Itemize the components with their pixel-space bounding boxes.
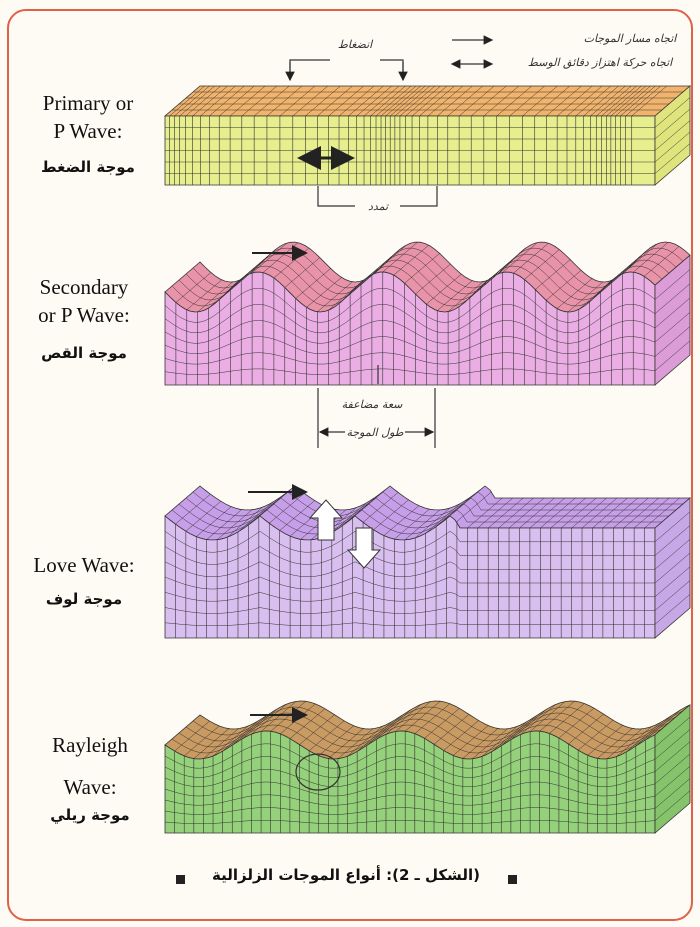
wave-name-ar: موجة الضغط <box>41 158 135 176</box>
annotation: سعة مضاعفة <box>342 398 404 411</box>
caption-mark <box>176 875 185 884</box>
wave-name-ar: موجة لوف <box>46 590 122 608</box>
wave-name-ar: موجة القص <box>41 344 127 362</box>
annotation: طول الموجة <box>346 426 403 439</box>
wave-name: Secondary <box>40 275 129 299</box>
caption-mark <box>508 875 517 884</box>
wave-name: Love Wave: <box>33 553 134 577</box>
annotation: انضغاط <box>338 38 374 51</box>
wave-name: Primary or <box>43 91 133 115</box>
wave-name-ar: موجة ريلي <box>50 806 129 824</box>
wave-name: P Wave: <box>54 119 123 143</box>
legend-text: اتجاه حركة اهتزاز دقائق الوسط <box>528 56 674 69</box>
wave-name: Wave: <box>63 775 116 799</box>
caption: (الشكل ـ 2): أنواع الموجات الزلزالية <box>212 865 480 884</box>
wave-name: or P Wave: <box>38 303 130 327</box>
legend-text: اتجاه مسار الموجات <box>584 32 679 45</box>
figure: اتجاه مسار الموجات اتجاه حركة اهتزاز دقا… <box>0 0 700 927</box>
annotation: تمدد <box>368 200 390 213</box>
wave-name: Rayleigh <box>52 733 128 757</box>
